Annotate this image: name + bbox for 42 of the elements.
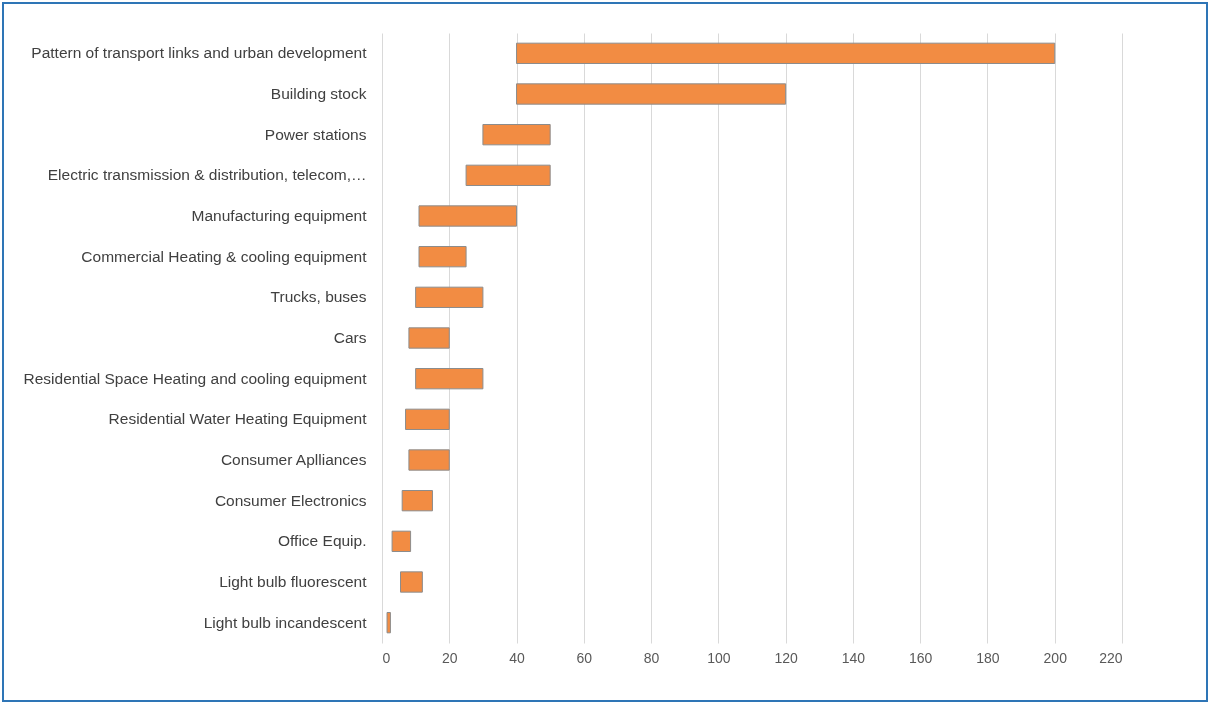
bar bbox=[516, 42, 1056, 64]
y-tick-label: Residential Space Heating and cooling equipment bbox=[23, 369, 368, 387]
bar bbox=[415, 368, 484, 390]
x-tick-label: 80 bbox=[643, 649, 660, 666]
bar bbox=[386, 612, 391, 634]
bar bbox=[465, 164, 551, 186]
y-tick-label: Consumer Aplliances bbox=[220, 451, 367, 468]
bar bbox=[408, 327, 450, 349]
x-tick-label: 200 bbox=[1043, 649, 1068, 666]
y-tick-label: Power stations bbox=[264, 125, 367, 143]
bar bbox=[516, 83, 787, 105]
bar bbox=[391, 530, 412, 552]
y-tick-label: Electric transmission & distribution, telecom,… bbox=[47, 166, 367, 184]
x-tick-label: 100 bbox=[707, 649, 731, 666]
x-tick-label: 140 bbox=[841, 649, 866, 666]
x-tick-label: 40 bbox=[509, 649, 526, 666]
bar bbox=[482, 124, 551, 146]
y-tick-label: Light bulb incandescent bbox=[203, 613, 368, 631]
x-tick-label: 0 bbox=[382, 649, 391, 666]
x-tick-label: 160 bbox=[909, 649, 933, 666]
y-tick-label: Light bulb fluorescent bbox=[219, 573, 368, 590]
y-tick-label: Cars bbox=[333, 329, 367, 346]
bar bbox=[418, 246, 467, 268]
y-tick-label: Office Equip. bbox=[278, 532, 367, 550]
bar bbox=[418, 205, 518, 227]
x-tick-label: 120 bbox=[774, 649, 799, 666]
bar bbox=[408, 449, 450, 471]
y-tick-label: Consumer Electronics bbox=[214, 491, 367, 509]
y-tick-label: Pattern of transport links and urban development bbox=[31, 44, 368, 62]
x-tick-label: 20 bbox=[441, 649, 458, 666]
y-tick-label: Building stock bbox=[270, 85, 367, 102]
bar bbox=[405, 408, 450, 430]
y-tick-label: Manufacturing equipment bbox=[191, 207, 368, 224]
x-tick-label: 180 bbox=[976, 649, 1000, 666]
x-tick-label: 220 bbox=[1099, 649, 1123, 666]
y-tick-label: Commercial Heating & cooling equipment bbox=[81, 247, 368, 265]
y-tick-label: Trucks, buses bbox=[270, 288, 367, 306]
bar bbox=[415, 286, 484, 308]
x-tick-label: 60 bbox=[576, 649, 593, 666]
y-tick-label: Residential Water Heating Equipment bbox=[108, 410, 368, 428]
bar bbox=[400, 571, 423, 593]
bar bbox=[401, 490, 433, 512]
